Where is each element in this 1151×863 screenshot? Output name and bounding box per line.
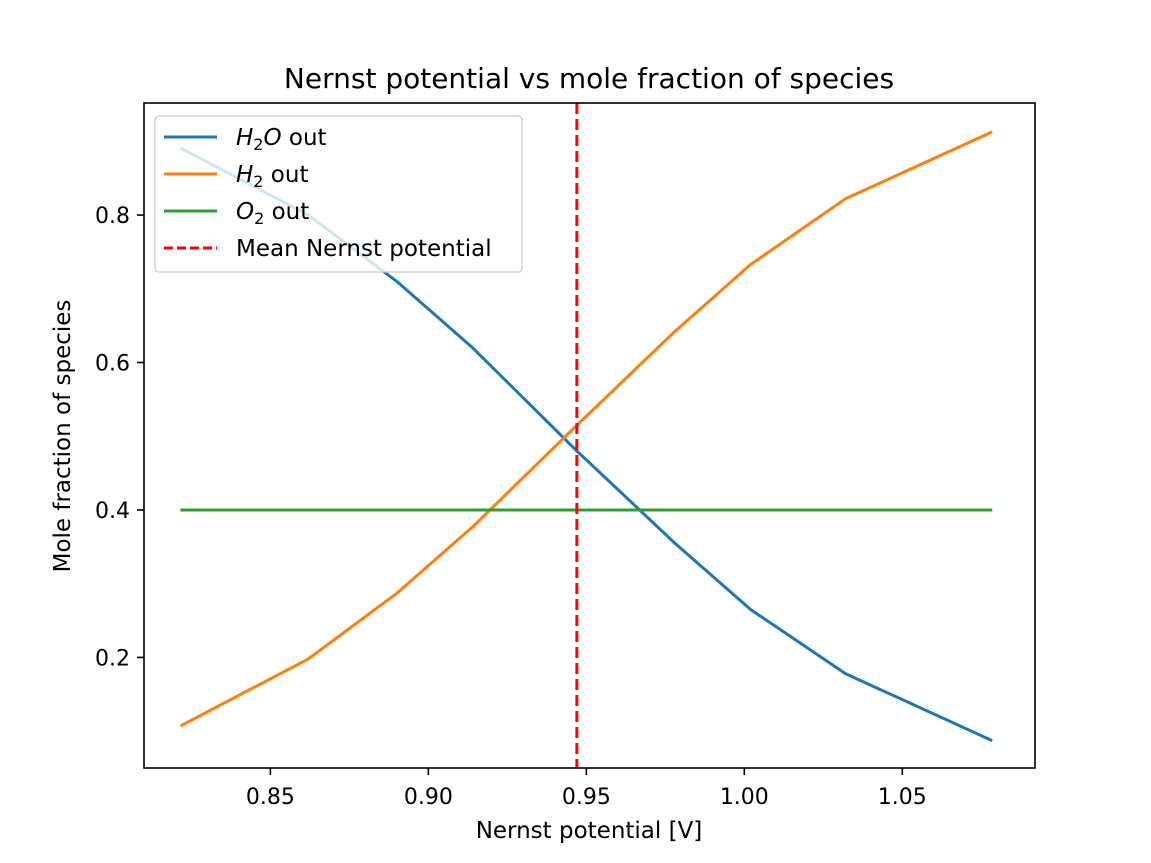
x-tick-label: 0.85 <box>246 785 295 810</box>
x-tick-label: 0.95 <box>562 785 611 810</box>
legend-box <box>154 115 523 273</box>
y-tick-label: 0.6 <box>95 352 130 377</box>
axes-layer: 0.85 0.90 0.95 1.00 1.05 0.2 0.4 0.6 0.8 <box>95 102 1036 810</box>
x-tick-label: 0.90 <box>404 785 453 810</box>
x-tick-label: 1.05 <box>878 785 927 810</box>
legend-label-0: H2O out <box>236 125 327 154</box>
chart-title: Nernst potential vs mole fraction of spe… <box>284 62 894 95</box>
x-tick-label: 1.00 <box>720 785 769 810</box>
legend-label-2: O2 out <box>236 199 309 228</box>
y-tick-label: 0.2 <box>95 646 130 671</box>
legend-label-mean: Mean Nernst potential <box>236 236 492 262</box>
legend-label-1: H2 out <box>236 162 308 191</box>
x-axis-label: Nernst potential [V] <box>476 818 703 844</box>
axes-frame <box>143 102 1036 769</box>
legend: H2O out H2 out O2 out Mean Nernst potential <box>154 115 523 273</box>
y-axis-label: Mole fraction of species <box>50 300 76 573</box>
y-tick-label: 0.8 <box>95 204 130 229</box>
y-tick-label: 0.4 <box>95 499 130 524</box>
